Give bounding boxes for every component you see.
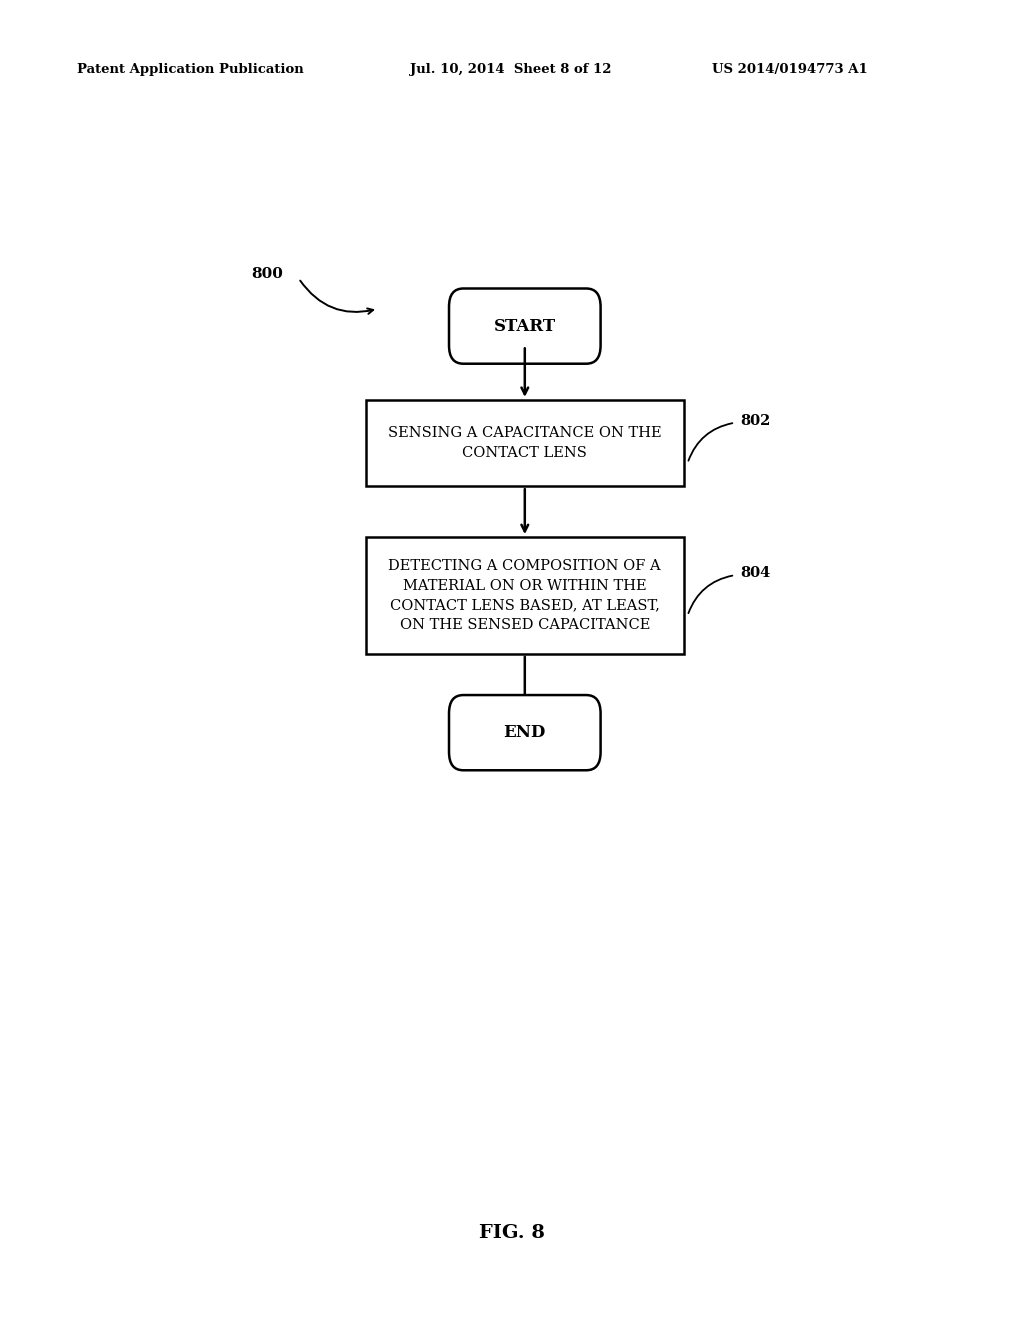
Text: Jul. 10, 2014  Sheet 8 of 12: Jul. 10, 2014 Sheet 8 of 12 [410,63,611,77]
Text: Patent Application Publication: Patent Application Publication [77,63,303,77]
Text: 804: 804 [740,566,771,579]
Text: FIG. 8: FIG. 8 [479,1224,545,1242]
FancyBboxPatch shape [449,289,601,364]
FancyBboxPatch shape [367,537,684,653]
Text: US 2014/0194773 A1: US 2014/0194773 A1 [712,63,867,77]
Text: START: START [494,318,556,334]
FancyBboxPatch shape [367,400,684,486]
Text: SENSING A CAPACITANCE ON THE
CONTACT LENS: SENSING A CAPACITANCE ON THE CONTACT LEN… [388,426,662,459]
FancyBboxPatch shape [449,696,601,771]
Text: DETECTING A COMPOSITION OF A
MATERIAL ON OR WITHIN THE
CONTACT LENS BASED, AT LE: DETECTING A COMPOSITION OF A MATERIAL ON… [388,560,662,632]
Text: 802: 802 [740,413,771,428]
Text: 800: 800 [251,267,283,281]
Text: END: END [504,725,546,741]
